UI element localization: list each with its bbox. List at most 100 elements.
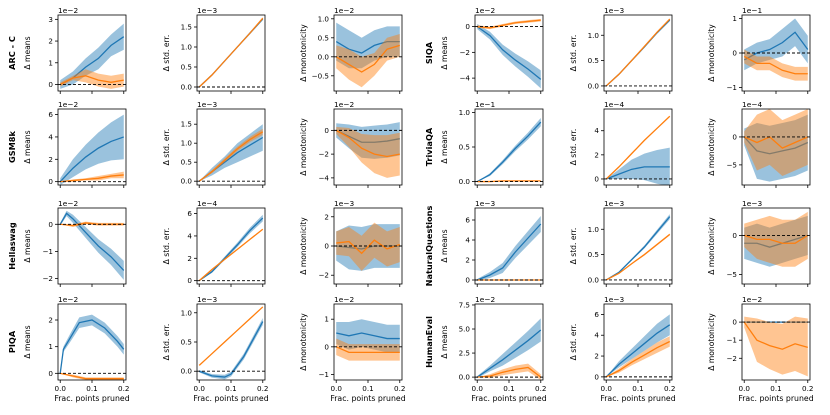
y-tick-label: 1 <box>48 58 53 67</box>
dataset-label-arc-c: ARC - C <box>7 36 17 70</box>
axis-scale-label: 1e−4 <box>742 100 762 109</box>
panel-humaneval-means: 0.0 2.5 5.0 7.5 0.0 0.1 0.2 1e−2 Δ means HumanEva… <box>424 295 547 403</box>
panel-piqa-monotonicity: −1 0 1 0.0 0.1 0.2 1e−2 Δ monotonicity Frac. poi… <box>299 295 406 403</box>
axis-scale-label: 1e−3 <box>197 100 217 109</box>
y-axis-label: Δ std. err. <box>569 228 578 265</box>
blue-series-line <box>198 321 264 378</box>
y-tick-label: −2 <box>318 271 329 280</box>
dataset-label-siqa: SIQA <box>424 41 434 64</box>
orange-series-band <box>60 171 124 182</box>
axis-scale-label: 1e−3 <box>334 199 354 208</box>
panel-gsm8k-monotonicity: −4 −2 0 1e−2 Δ monotonicity <box>299 100 403 188</box>
x-tick-label: 0.0 <box>472 384 484 393</box>
x-tick-label: 0.1 <box>503 384 514 393</box>
x-axis-label: Frac. points pruned <box>193 394 268 403</box>
y-tick-label: −1 <box>318 370 329 379</box>
blue-series-line <box>59 212 125 271</box>
y-axis-label: Δ means <box>440 130 449 163</box>
y-axis-label: Δ std. err. <box>569 324 578 361</box>
blue-series-line <box>335 40 400 54</box>
y-tick-label: 0 <box>465 22 470 31</box>
panel-gsm8k-std-err: 0.0 0.5 1.0 1.5 1e−3 Δ std. err. <box>162 100 266 188</box>
axis-scale-label: 1e−2 <box>58 6 78 15</box>
orange-series-line <box>336 239 400 255</box>
blue-series-line <box>198 217 264 282</box>
axis-scale-label: 1e−1 <box>742 6 762 15</box>
panel-siqa-std-err: 0.0 0.5 1.0 1e−3 Δ std. err. <box>569 6 673 94</box>
blue-series-band <box>199 318 263 380</box>
orange-series-band <box>606 233 670 280</box>
y-tick-label: 1.0 <box>459 108 471 117</box>
y-tick-label: 0 <box>465 276 470 285</box>
y-axis-label: Δ monotonicity <box>299 313 308 371</box>
y-tick-label: 2.5 <box>459 349 470 358</box>
y-axis-label: Δ means <box>23 36 32 69</box>
y-tick-label: 0.0 <box>588 81 600 90</box>
y-tick-label: 1.5 <box>181 120 192 129</box>
y-tick-label: 1.5 <box>181 23 192 32</box>
y-axis-label: Δ monotonicity <box>707 313 716 371</box>
x-tick-label: 0.1 <box>362 384 373 393</box>
y-tick-label: 4 <box>594 331 599 340</box>
axis-scale-label: 1e−2 <box>58 100 78 109</box>
axis-scale-label: 1e−2 <box>742 295 762 304</box>
axis-scale-label: 1e−2 <box>334 6 354 15</box>
x-axis-label: Frac. points pruned <box>330 394 405 403</box>
panel-triviaqa-means: 0.0 0.5 1.0 1e−1 Δ means TriviaQA <box>424 100 544 188</box>
x-tick-label: 0.2 <box>257 384 268 393</box>
plot-area <box>742 18 810 81</box>
blue-series-band <box>744 18 808 71</box>
blue-series-band <box>336 122 400 159</box>
y-axis-label: Δ means <box>440 229 449 262</box>
orange-series-band <box>606 336 670 377</box>
panel-hellaswag-std-err: 0 2 4 6 1e−4 Δ std. err. <box>162 199 266 287</box>
blue-series-line <box>476 121 542 183</box>
axis-scale-label: 1e−3 <box>604 199 624 208</box>
axis-scale-label: 1e−2 <box>475 295 495 304</box>
blue-series-line <box>743 31 809 61</box>
y-tick-label: 2 <box>594 150 599 159</box>
y-tick-label: 0.5 <box>181 158 192 167</box>
y-tick-label: 0.5 <box>181 63 192 72</box>
plot-area <box>334 122 402 178</box>
orange-series-line <box>198 131 264 182</box>
plot-area <box>197 214 265 282</box>
plot-area <box>197 306 265 380</box>
y-tick-label: 2 <box>187 254 192 263</box>
dataset-label-naturalquestions: NaturalQuestions <box>424 206 434 287</box>
panel-piqa-means: 0 1 2 0.0 0.1 0.2 1e−2 Δ means PIQA Frac. points … <box>7 295 130 403</box>
y-tick-label: 0 <box>324 242 329 251</box>
panel-triviaqa-monotonicity: −5 0 1e−4 Δ monotonicity <box>707 100 811 188</box>
y-tick-label: 1.0 <box>588 225 600 234</box>
orange-series-line <box>743 321 808 350</box>
y-tick-label: 0.0 <box>318 52 330 61</box>
y-tick-label: 0.5 <box>181 338 192 347</box>
y-tick-label: 2 <box>465 256 470 265</box>
axes-frame <box>603 207 673 285</box>
blue-series-line <box>605 166 670 180</box>
panel-hellaswag-monotonicity: −2 0 2 1e−3 Δ monotonicity <box>299 199 403 287</box>
plot-area <box>604 214 672 281</box>
orange-series-line <box>335 346 400 354</box>
axis-scale-label: 1e−4 <box>197 199 217 208</box>
y-tick-label: 0.0 <box>459 373 471 382</box>
orange-series-line <box>477 19 541 29</box>
plot-area <box>58 314 126 380</box>
orange-series-line <box>59 75 124 86</box>
y-tick-label: 6 <box>465 216 470 225</box>
y-tick-label: 1 <box>732 14 737 23</box>
plot-area <box>742 211 810 267</box>
y-axis-label: Δ std. err. <box>162 129 171 166</box>
y-tick-label: 1.0 <box>181 43 193 52</box>
axis-scale-label: 1e−4 <box>604 100 624 109</box>
x-tick-label: 0.1 <box>632 384 643 393</box>
axes-frame <box>196 207 266 285</box>
blue-series-band <box>199 124 263 182</box>
y-tick-label: 0 <box>732 231 737 240</box>
y-tick-label: −2 <box>726 354 737 363</box>
blue-series-line <box>476 26 542 80</box>
orange-series-line <box>477 366 542 378</box>
panel-piqa-std-err: 0.0 0.5 1.0 0.0 0.1 0.2 1e−3 Δ std. err. Frac. p… <box>162 295 269 403</box>
x-tick-label: 0.1 <box>225 384 236 393</box>
